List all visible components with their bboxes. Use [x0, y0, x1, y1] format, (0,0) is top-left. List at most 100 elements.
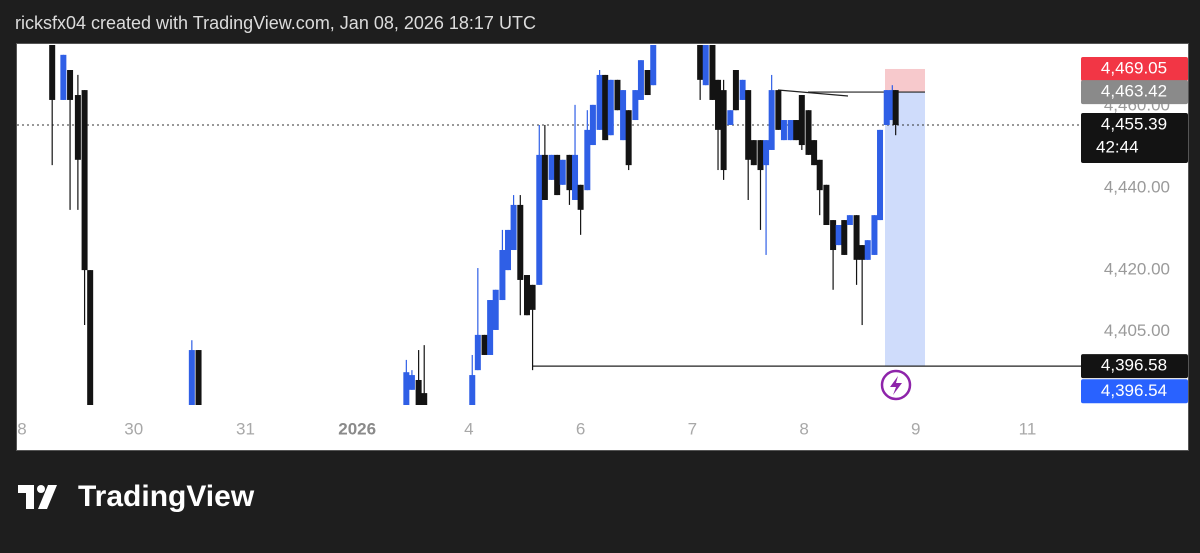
candle-body	[720, 90, 727, 171]
candle-body	[554, 154, 561, 196]
candle-body	[505, 229, 512, 271]
candle-body	[529, 284, 536, 310]
candle-body	[787, 120, 794, 141]
price-label: 4,469.05	[1101, 58, 1167, 77]
candle-body	[589, 104, 596, 146]
logo-mark	[18, 485, 34, 509]
candle-body	[602, 74, 609, 141]
candle-body	[614, 79, 621, 111]
price-label-box	[1081, 379, 1188, 404]
candle-body	[566, 154, 573, 191]
candle-body	[625, 110, 632, 166]
x-tick-label: 8	[799, 419, 808, 438]
candle-body	[745, 90, 752, 160]
stop-zone	[885, 92, 925, 367]
candle-body	[541, 154, 548, 200]
candle-body	[620, 90, 627, 141]
candle-body	[572, 154, 579, 200]
candle-body	[87, 270, 94, 405]
price-label: 4,455.39	[1101, 114, 1167, 133]
candle-body	[415, 379, 422, 405]
candle-body	[474, 334, 481, 371]
candle-body	[889, 90, 896, 121]
x-tick-label: 11	[1019, 419, 1037, 438]
candle-body	[750, 140, 757, 166]
price-label: 4,463.42	[1101, 82, 1167, 101]
candle-body	[775, 90, 782, 130]
y-tick-label: 4,420.00	[1104, 260, 1170, 279]
candle-body	[864, 240, 871, 260]
candle-body	[841, 220, 848, 255]
candle-body	[487, 300, 494, 355]
candle-body	[709, 45, 716, 100]
candle-body	[49, 45, 56, 100]
candle-body	[60, 54, 67, 100]
candle-body	[510, 204, 517, 251]
candle-body	[732, 70, 739, 111]
price-label-box	[1081, 112, 1188, 163]
x-tick-label: 9	[911, 419, 920, 438]
candle-body	[846, 215, 853, 225]
candle-body	[195, 350, 202, 405]
header-text: ricksfx04 created with TradingView.com, …	[15, 13, 536, 33]
candle-body	[517, 204, 524, 280]
candle-body	[403, 372, 410, 405]
candle-body	[481, 334, 488, 355]
candle-body	[697, 45, 704, 80]
price-label-box	[1081, 354, 1188, 379]
candle-body	[859, 245, 866, 260]
trend-line	[777, 89, 849, 97]
x-tick-label: 31	[236, 419, 255, 438]
candle-body	[811, 140, 818, 166]
candle-body	[768, 90, 775, 150]
candle-body	[584, 129, 591, 191]
candle-body	[715, 79, 722, 130]
axes: 4,405.004,420.004,440.004,460.008 30 31 202…	[17, 56, 1188, 438]
candle-body	[607, 79, 614, 136]
candle-body	[67, 70, 74, 100]
candle-body	[739, 79, 746, 100]
x-tick-label: 30	[124, 419, 143, 438]
logo-dot	[37, 485, 45, 493]
candle-body	[644, 70, 651, 96]
candle-body	[499, 250, 506, 301]
candle-body	[559, 159, 566, 185]
candle-body	[74, 95, 81, 160]
x-tick-label: 7	[688, 419, 697, 438]
brand-logo	[18, 485, 57, 509]
price-label-box	[1081, 56, 1188, 81]
x-tick-label: 4	[464, 419, 473, 438]
countdown: 42:44	[1096, 137, 1139, 156]
candle-body	[798, 95, 805, 146]
candle-body	[892, 90, 899, 125]
brand-name: TradingView	[78, 480, 255, 513]
candle-body	[853, 215, 860, 260]
price-label-box	[1081, 80, 1188, 105]
candle-body	[81, 90, 88, 271]
price-label: 4,396.58	[1101, 356, 1167, 375]
candle-body	[421, 393, 428, 405]
candle-body	[805, 110, 812, 155]
candle-body	[823, 184, 830, 225]
candle-body	[577, 184, 584, 210]
candle-body	[596, 74, 603, 130]
candle-body	[536, 154, 543, 285]
x-tick-label: 8	[17, 419, 26, 438]
candle-body	[469, 375, 476, 405]
candle-body	[816, 159, 823, 191]
candle-body	[727, 110, 734, 125]
candle-body	[763, 140, 770, 166]
candle-body	[632, 90, 639, 121]
candle-body	[548, 154, 555, 180]
candle-body	[835, 225, 842, 246]
candle-body	[757, 140, 764, 171]
candle-body	[780, 120, 787, 141]
candle-body	[523, 275, 530, 316]
y-tick-label: 4,405.00	[1104, 321, 1170, 340]
candle-body	[492, 289, 499, 330]
x-tick-label: 6	[576, 419, 585, 438]
candle-body	[793, 120, 800, 141]
candle-body	[188, 350, 195, 405]
candle-body	[637, 60, 644, 100]
